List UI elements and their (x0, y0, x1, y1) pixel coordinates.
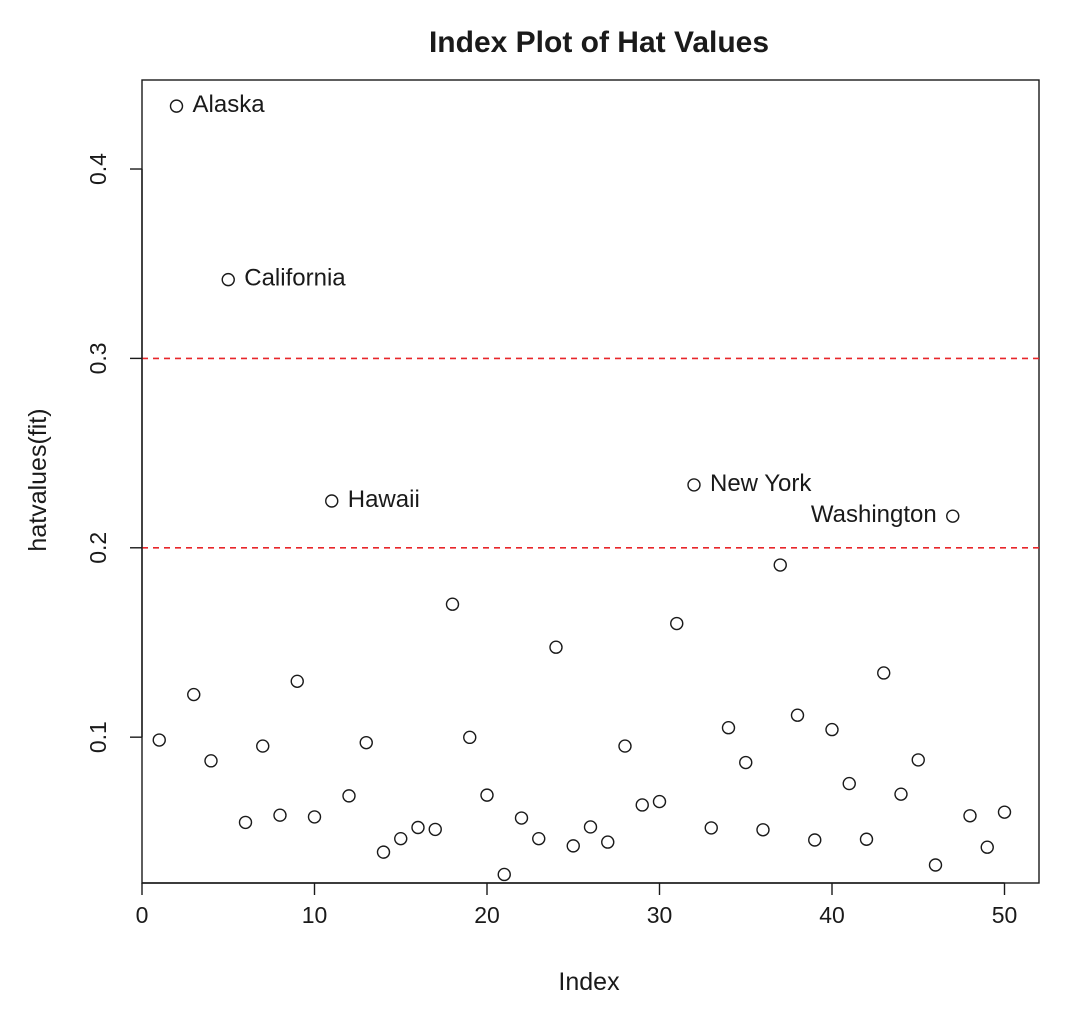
data-point-38 (790, 708, 805, 722)
data-point-34 (721, 721, 736, 735)
data-point-36 (756, 823, 770, 837)
data-point-15 (394, 831, 408, 846)
data-point-39 (808, 833, 822, 847)
chart-title: Index Plot of Hat Values (429, 26, 769, 59)
data-point-44 (894, 787, 908, 801)
data-point-33 (704, 821, 718, 835)
data-point-19 (463, 730, 477, 745)
data-point-26 (583, 820, 598, 834)
data-point-9 (290, 674, 304, 689)
data-point-2 (169, 99, 184, 113)
data-point-47 (946, 509, 960, 523)
data-point-25 (566, 839, 580, 853)
data-point-48 (963, 809, 977, 823)
y-tick-label: 0.3 (85, 342, 111, 374)
data-point-18 (445, 597, 460, 611)
x-tick-label: 0 (136, 902, 149, 928)
data-point-40 (825, 722, 839, 737)
point-label-new-york: New York (710, 470, 812, 497)
y-tick-label: 0.4 (85, 153, 111, 185)
data-point-30 (652, 794, 667, 809)
data-point-1 (152, 733, 166, 747)
point-label-alaska: Alaska (193, 91, 266, 118)
point-labels: Alaska California Hawaii New York Washington (193, 91, 937, 528)
data-point-11 (325, 494, 339, 508)
data-point-46 (928, 858, 943, 872)
data-point-50 (997, 805, 1012, 819)
data-points (152, 99, 1012, 882)
data-point-12 (342, 789, 356, 803)
data-point-3 (187, 687, 201, 702)
point-label-hawaii: Hawaii (348, 486, 420, 513)
data-point-24 (549, 640, 563, 654)
x-tick-label: 40 (819, 902, 845, 928)
data-point-17 (428, 822, 442, 837)
y-axis-title: hatvalues(fit) (24, 408, 52, 551)
data-point-23 (532, 831, 546, 846)
data-point-21 (497, 867, 511, 882)
x-tick-label: 30 (647, 902, 673, 928)
x-axis: 0 10 20 30 40 50 (136, 882, 1018, 928)
data-point-6 (238, 815, 253, 830)
data-point-42 (859, 832, 874, 846)
plot-area-frame (141, 79, 1040, 884)
data-point-14 (376, 845, 391, 859)
data-point-22 (514, 811, 529, 825)
y-axis: 0.1 0.2 0.3 0.4 (85, 153, 143, 753)
data-point-27 (601, 835, 615, 849)
data-point-41 (842, 776, 856, 791)
data-point-45 (911, 753, 925, 767)
data-point-49 (980, 840, 994, 854)
data-point-10 (307, 810, 322, 824)
data-point-28 (618, 739, 632, 753)
x-axis-title: Index (558, 968, 620, 996)
y-tick-label: 0.2 (85, 532, 111, 564)
x-tick-label: 10 (302, 902, 328, 928)
point-label-washington: Washington (811, 501, 937, 528)
data-point-4 (204, 754, 218, 768)
data-point-37 (773, 558, 787, 572)
x-tick-label: 50 (992, 902, 1018, 928)
data-point-7 (256, 739, 270, 753)
data-point-32 (687, 478, 701, 492)
y-tick-label: 0.1 (85, 721, 111, 753)
x-tick-label: 20 (474, 902, 500, 928)
data-point-13 (359, 735, 373, 750)
data-point-8 (273, 808, 287, 822)
data-point-35 (739, 755, 753, 770)
data-point-16 (411, 820, 425, 835)
data-point-5 (221, 272, 235, 287)
data-point-31 (670, 616, 684, 631)
data-point-29 (635, 798, 649, 812)
point-label-california: California (244, 265, 346, 292)
data-point-20 (480, 788, 494, 802)
data-point-43 (877, 666, 891, 680)
